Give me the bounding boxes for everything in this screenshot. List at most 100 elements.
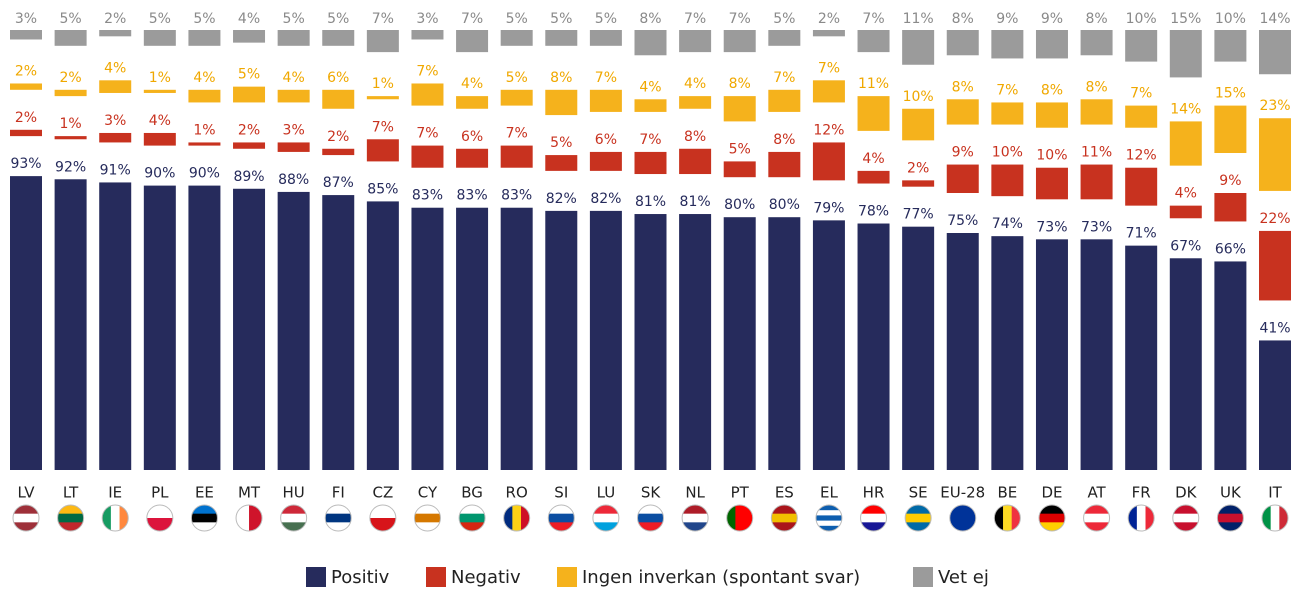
flag-stripe — [1003, 505, 1013, 531]
bar — [411, 83, 444, 106]
flag — [994, 505, 1021, 531]
value-label: 7% — [862, 11, 884, 27]
bar — [723, 30, 756, 53]
bar — [99, 80, 132, 93]
bar — [188, 142, 221, 146]
bar — [857, 223, 890, 470]
bar — [54, 30, 87, 46]
flag-stripe — [414, 513, 441, 523]
value-label: 91% — [100, 162, 131, 178]
value-label: 3% — [104, 113, 126, 129]
bar — [1214, 30, 1247, 62]
flag-stripe — [548, 522, 575, 531]
value-label: 23% — [1259, 98, 1290, 114]
value-label: 41% — [1259, 320, 1290, 336]
value-label: 4% — [104, 60, 126, 76]
flag — [414, 505, 441, 531]
bar — [456, 30, 489, 53]
bar — [10, 30, 42, 40]
flag-stripe — [521, 505, 530, 531]
value-label: 73% — [1036, 219, 1067, 235]
value-label: 78% — [858, 204, 889, 220]
flag-stripe — [905, 505, 932, 515]
value-label: 7% — [595, 70, 617, 86]
x-tick-label: PT — [731, 484, 750, 502]
bar — [277, 89, 310, 103]
x-tick-label: LU — [597, 484, 616, 502]
bar — [545, 210, 578, 470]
bar — [233, 86, 266, 103]
value-label: 87% — [323, 175, 354, 191]
value-label: 4% — [461, 76, 483, 92]
value-label: 9% — [996, 11, 1018, 27]
x-tick-label: IE — [108, 484, 122, 502]
bar — [1169, 258, 1202, 470]
bar — [500, 89, 533, 106]
bar — [1035, 167, 1068, 200]
flag-stripe — [815, 515, 842, 522]
bar — [10, 129, 42, 137]
flag-stripe — [1038, 505, 1065, 515]
value-label: 81% — [680, 194, 711, 210]
legend-label: Negativ — [451, 567, 521, 588]
bar — [1259, 30, 1291, 75]
bar — [1080, 239, 1113, 470]
bar — [589, 89, 622, 112]
bar — [1169, 205, 1202, 219]
bar — [54, 136, 87, 140]
value-label: 10% — [992, 145, 1023, 161]
flag-rim — [726, 504, 754, 532]
bar — [1125, 30, 1158, 62]
flag-stripe — [119, 505, 129, 531]
value-label: 10% — [1126, 11, 1157, 27]
bar — [322, 195, 355, 470]
value-label: 4% — [238, 11, 260, 27]
flag — [771, 505, 798, 531]
bar — [277, 142, 310, 152]
x-tick-label: CY — [418, 484, 438, 502]
value-label: 4% — [862, 151, 884, 167]
flag — [191, 505, 218, 531]
bar — [679, 96, 712, 109]
flag — [57, 505, 84, 531]
value-label: 2% — [907, 160, 929, 176]
bar — [991, 164, 1024, 197]
bar — [1169, 30, 1202, 78]
flag-stripe — [414, 505, 441, 515]
value-label: 4% — [149, 113, 171, 129]
value-label: 8% — [952, 11, 974, 27]
flag-stripe — [280, 522, 307, 531]
bar — [54, 89, 87, 97]
flag — [815, 505, 842, 531]
value-label: 2% — [59, 70, 81, 86]
flag-stripe — [1172, 513, 1199, 523]
flag-stripe — [815, 525, 842, 531]
flag-rim — [681, 504, 709, 532]
flag-stripe — [592, 522, 619, 531]
value-label: 6% — [595, 132, 617, 148]
x-tick-label: IT — [1268, 484, 1282, 502]
bar — [589, 151, 622, 171]
flag — [102, 505, 129, 531]
flag — [1217, 505, 1244, 531]
value-label: 81% — [635, 194, 666, 210]
bar — [946, 233, 979, 470]
flag-stripe — [369, 518, 396, 531]
x-tick-label: DE — [1041, 484, 1062, 502]
value-label: 67% — [1170, 238, 1201, 254]
value-label: 93% — [10, 156, 41, 172]
flag-stripe — [1217, 522, 1244, 531]
bar — [991, 236, 1024, 470]
value-label: 10% — [1036, 148, 1067, 164]
flag-stripe — [503, 505, 513, 531]
bar — [99, 30, 132, 37]
flag — [459, 505, 486, 531]
bar — [1125, 245, 1158, 470]
value-label: 74% — [992, 216, 1023, 232]
legend-label: Positiv — [331, 567, 390, 588]
bar — [277, 191, 310, 471]
x-tick-label: RO — [506, 484, 528, 502]
flag-rim — [235, 504, 263, 532]
bar — [188, 89, 221, 103]
bar — [857, 170, 890, 184]
